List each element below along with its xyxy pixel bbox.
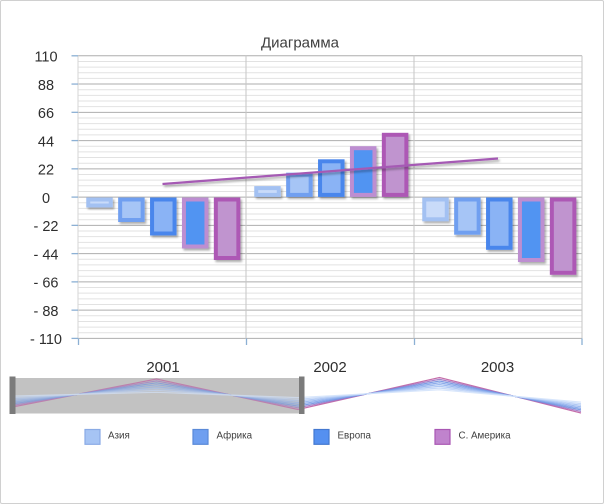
svg-text:Африка: Африка [217, 430, 253, 441]
svg-text:2002: 2002 [313, 359, 346, 376]
svg-text:- 44: - 44 [34, 247, 59, 263]
svg-text:- 88: - 88 [34, 304, 59, 320]
svg-text:- 66: - 66 [34, 276, 59, 292]
svg-text:110: 110 [34, 50, 57, 66]
svg-text:44: 44 [38, 134, 54, 150]
svg-text:Европа: Европа [338, 430, 372, 441]
svg-text:С. Америка: С. Америка [459, 430, 512, 441]
svg-text:2001: 2001 [146, 359, 179, 376]
svg-text:88: 88 [38, 78, 54, 94]
svg-text:- 110: - 110 [30, 332, 62, 348]
svg-text:2003: 2003 [481, 359, 514, 376]
svg-text:Азия: Азия [108, 430, 130, 441]
svg-text:Диаграмма: Диаграмма [261, 35, 340, 52]
svg-text:22: 22 [38, 163, 54, 179]
svg-text:0: 0 [42, 191, 50, 207]
svg-text:- 22: - 22 [34, 219, 59, 235]
svg-text:66: 66 [38, 106, 54, 122]
